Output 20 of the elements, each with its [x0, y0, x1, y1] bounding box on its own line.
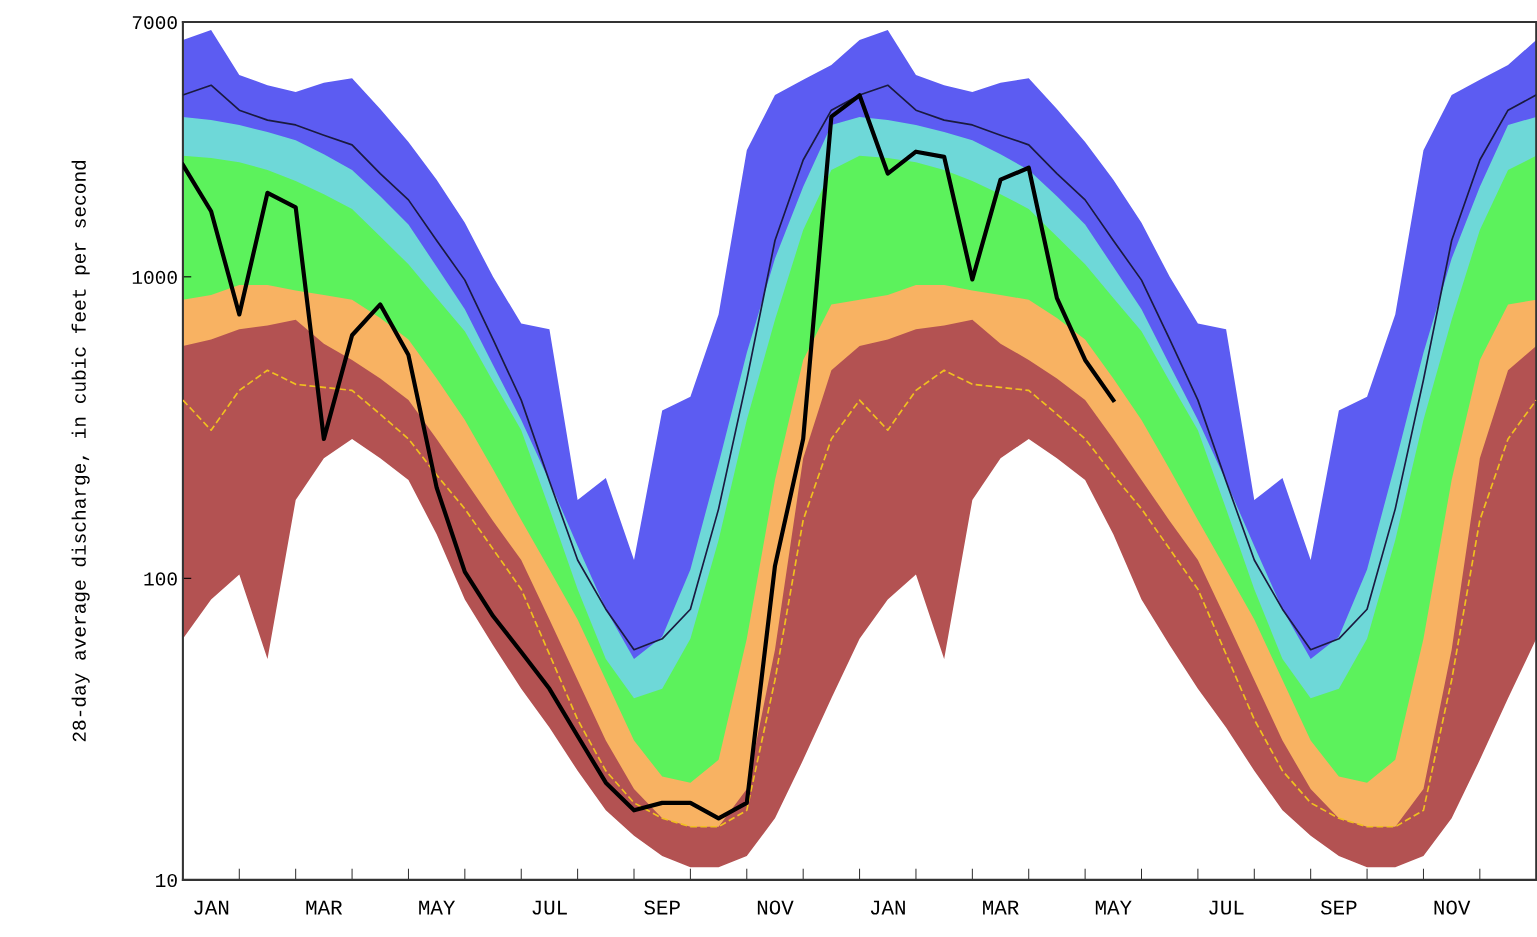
y-tick-label: 10	[156, 873, 177, 888]
x-tick-label: MAR	[983, 900, 1019, 915]
x-tick-label: SEP	[1320, 900, 1357, 915]
y-tick-label: 7000	[132, 16, 177, 30]
line-series	[182, 84, 1537, 651]
x-tick-label: MAY	[419, 900, 456, 915]
x-tick-label: JAN	[194, 900, 229, 915]
y-tick-label: 100	[144, 572, 177, 586]
x-tick-label: JUL	[532, 900, 567, 915]
x-tick-label: MAR	[306, 900, 343, 915]
x-tick-label: JUL	[1209, 900, 1244, 915]
y-axis-title: 28-day average discharge, in cubic feet per second	[71, 160, 90, 742]
x-tick-label: JAN	[870, 900, 905, 915]
x-tick-label: MAY	[1095, 900, 1132, 915]
x-tick-label: NOV	[1434, 900, 1471, 915]
x-tick-label: SEP	[644, 900, 680, 915]
y-tick-label: 1000	[132, 270, 177, 285]
x-tick-label: NOV	[757, 900, 794, 915]
line-series	[182, 93, 1116, 821]
line-series	[182, 369, 1537, 828]
